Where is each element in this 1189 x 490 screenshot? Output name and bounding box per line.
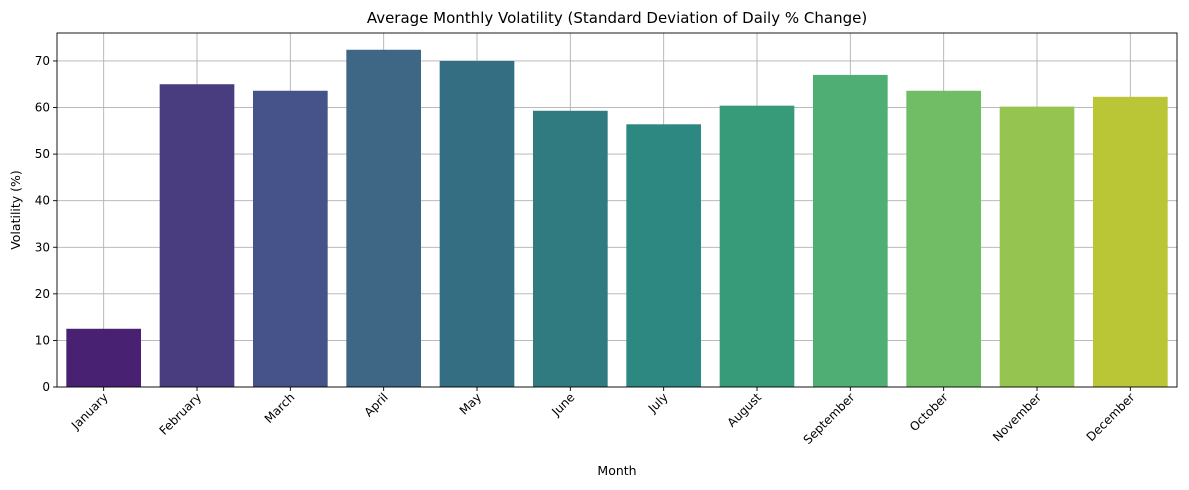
bar-february <box>159 84 235 387</box>
y-tick-label: 70 <box>35 54 50 68</box>
y-tick-label: 10 <box>35 333 50 347</box>
bar-december <box>1093 96 1168 387</box>
x-tick-label: April <box>361 390 390 419</box>
y-tick-label: 40 <box>35 194 50 208</box>
y-tick-label: 60 <box>35 101 50 115</box>
x-tick-label: August <box>725 390 765 430</box>
y-tick-label: 30 <box>35 240 50 254</box>
bar-november <box>999 106 1075 388</box>
bars <box>66 49 1168 388</box>
y-tick-label: 20 <box>35 287 50 301</box>
x-tick-label: February <box>157 390 205 438</box>
bar-may <box>439 60 515 388</box>
y-axis-label: Volatility (%) <box>8 170 23 250</box>
bar-july <box>626 124 701 387</box>
x-tick-label: November <box>990 390 1044 444</box>
x-tick-label: July <box>645 390 671 416</box>
chart-title: Average Monthly Volatility (Standard Dev… <box>367 9 867 27</box>
x-tick-label: May <box>457 390 484 417</box>
y-tick-labels: 0 10 20 30 40 50 60 70 <box>35 54 50 394</box>
x-tick-label: December <box>1084 390 1138 444</box>
bar-october <box>906 90 981 387</box>
axes <box>53 32 1178 391</box>
bar-march <box>253 90 328 387</box>
plot-frame <box>56 32 1178 388</box>
x-axis-label: Month <box>597 463 636 478</box>
y-tick-label: 0 <box>42 380 50 394</box>
x-tick-label: June <box>548 390 577 419</box>
bar-june <box>533 110 608 388</box>
y-tick-label: 50 <box>35 147 50 161</box>
x-tick-label: January <box>68 390 111 433</box>
x-tick-label: October <box>907 390 951 434</box>
x-tick-labels: January February March April May June July Augu… <box>68 390 1137 447</box>
bar-january <box>66 328 141 387</box>
bar-august <box>719 105 795 388</box>
x-tick-label: March <box>262 390 298 426</box>
x-tick-label: September <box>801 390 858 447</box>
bar-september <box>813 74 888 387</box>
bar-april <box>346 49 421 387</box>
